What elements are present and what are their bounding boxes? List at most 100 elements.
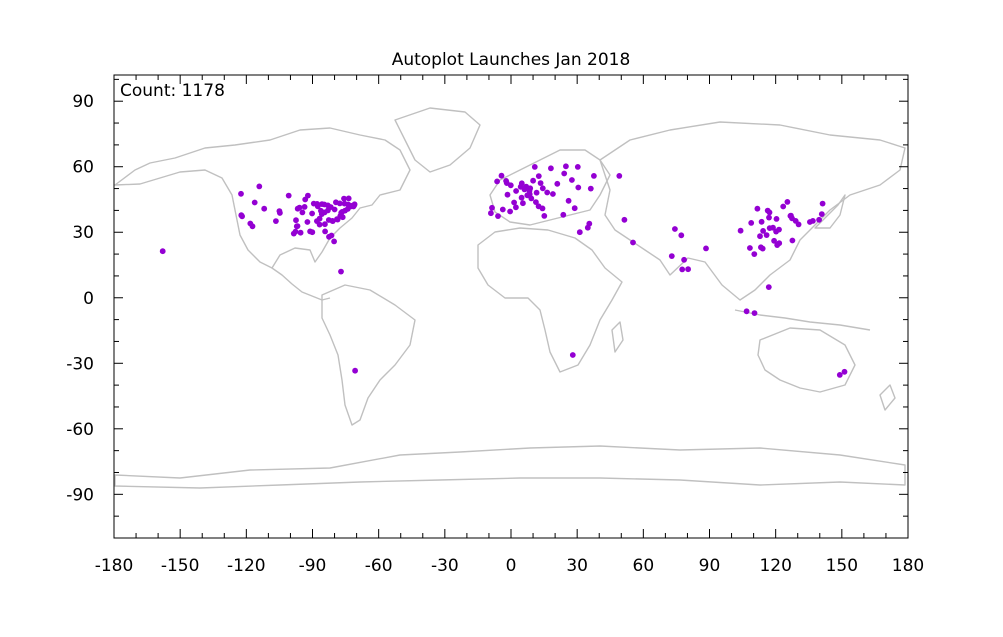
- data-point: [757, 233, 763, 240]
- data-point: [314, 218, 320, 225]
- data-point: [293, 223, 300, 230]
- data-point: [301, 204, 308, 210]
- data-point: [513, 204, 519, 211]
- data-point: [754, 205, 761, 212]
- x-tick-label: 60: [633, 556, 655, 576]
- land-australia: [757, 327, 856, 393]
- data-point: [338, 268, 344, 275]
- data-point: [810, 218, 816, 224]
- x-tick-label: 90: [699, 556, 721, 576]
- x-tick-label: -30: [431, 556, 459, 576]
- data-point: [571, 205, 578, 212]
- data-point: [681, 256, 687, 263]
- data-point: [322, 221, 328, 228]
- land-greenland: [394, 107, 481, 173]
- data-point: [277, 210, 283, 216]
- x-tick-label: -150: [161, 556, 200, 576]
- data-point: [533, 199, 539, 206]
- data-point: [836, 372, 843, 378]
- y-tick-label: 0: [83, 289, 94, 309]
- data-point: [780, 203, 787, 210]
- y-tick-label: -90: [66, 485, 94, 505]
- data-point: [299, 209, 306, 216]
- data-point: [795, 221, 802, 228]
- land-japan: [814, 194, 846, 229]
- data-point: [503, 180, 510, 187]
- x-tick-label: 0: [506, 556, 517, 576]
- data-point: [672, 226, 678, 232]
- data-point: [489, 204, 495, 211]
- land-new-zealand: [879, 384, 896, 411]
- data-point: [526, 187, 533, 194]
- data-point: [256, 183, 263, 190]
- data-point: [345, 195, 352, 202]
- data-point: [333, 199, 339, 206]
- data-point: [309, 210, 315, 217]
- data-point: [773, 228, 779, 235]
- data-point: [679, 266, 686, 273]
- data-point: [816, 216, 822, 223]
- y-tick-label: -60: [66, 420, 94, 440]
- data-point: [528, 195, 535, 202]
- data-point: [530, 177, 536, 184]
- data-point: [766, 209, 773, 216]
- data-point: [533, 189, 540, 196]
- data-point: [159, 248, 166, 255]
- data-point: [293, 217, 299, 224]
- data-point: [504, 191, 511, 198]
- data-point: [773, 216, 780, 222]
- data-point: [499, 206, 506, 213]
- data-point: [535, 173, 542, 180]
- data-point: [621, 216, 628, 223]
- data-point: [743, 308, 750, 315]
- data-point: [758, 218, 765, 225]
- data-point: [685, 266, 691, 273]
- data-point: [765, 284, 772, 290]
- data-point: [584, 224, 591, 231]
- data-point: [325, 217, 332, 223]
- data-point: [523, 183, 530, 190]
- data-point: [554, 180, 561, 187]
- data-point: [569, 177, 575, 183]
- data-point: [544, 189, 551, 196]
- data-point: [561, 170, 568, 177]
- data-point: [511, 199, 517, 206]
- data-point: [541, 213, 548, 219]
- land-madagascar: [611, 321, 624, 353]
- data-point: [574, 164, 581, 170]
- land-africa: [477, 227, 623, 373]
- x-tick-label: -120: [227, 556, 266, 576]
- data-point: [591, 173, 597, 179]
- data-point: [576, 229, 583, 236]
- data-point: [763, 232, 770, 239]
- data-point: [339, 214, 346, 221]
- data-point: [841, 368, 848, 375]
- data-point: [531, 164, 538, 170]
- data-point: [239, 213, 246, 220]
- data-point: [818, 211, 825, 218]
- data-point: [787, 213, 794, 219]
- data-point: [331, 206, 338, 213]
- y-tick-label: -30: [66, 354, 94, 374]
- data-point: [261, 205, 268, 212]
- data-point: [737, 227, 744, 234]
- data-point: [495, 213, 501, 220]
- data-point: [494, 178, 500, 185]
- data-point: [351, 201, 358, 208]
- data-point: [488, 210, 494, 217]
- data-point: [789, 237, 796, 244]
- world-basemap: [114, 107, 906, 489]
- data-point: [518, 194, 525, 201]
- data-point: [314, 201, 320, 207]
- data-point: [587, 185, 594, 192]
- x-tick-label: 30: [566, 556, 588, 576]
- data-point: [513, 188, 519, 194]
- data-point: [784, 199, 791, 205]
- data-point: [748, 220, 755, 226]
- data-point: [290, 230, 297, 237]
- data-point: [537, 180, 544, 187]
- data-point: [560, 211, 567, 218]
- data-point: [249, 223, 256, 230]
